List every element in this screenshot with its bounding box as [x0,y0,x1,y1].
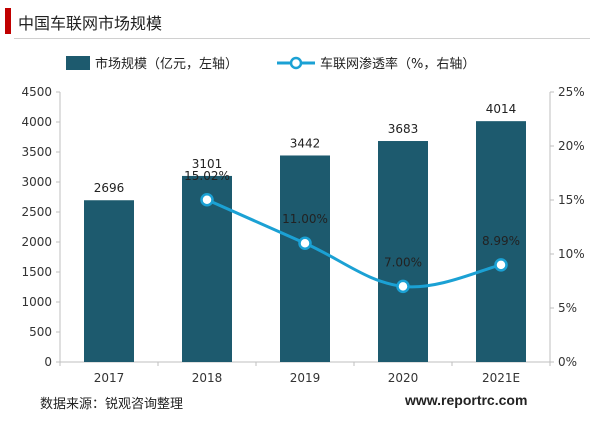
bar-value-label: 4014 [486,102,517,116]
legend-label-line: 车联网渗透率（%，右轴） [320,56,475,72]
x-tick-label: 2021E [482,371,520,385]
bar-2020 [378,141,428,362]
y-left-tick-label: 2500 [21,205,52,219]
y-right-tick-label: 25% [558,85,585,99]
line-value-label: 7.00% [384,255,422,269]
legend-swatch-marker [289,56,303,70]
y-left-tick-label: 2000 [21,235,52,249]
y-right-tick-label: 5% [558,301,577,315]
penetration-rate-line [206,198,502,289]
bar-value-label: 2696 [94,181,125,195]
legend-swatch-bars [66,56,90,70]
line-point-2021E [494,258,508,272]
y-left-tick-label: 4500 [21,85,52,99]
website-url: www.reportrc.com [405,392,528,408]
y-right-tick-label: 0% [558,355,577,369]
x-tick-label: 2020 [388,371,419,385]
bar-value-label: 3101 [192,157,223,171]
line-point-2018 [200,193,214,207]
line-value-label: 15.02% [184,169,230,183]
y-right-tick-label: 15% [558,193,585,207]
bar-2017 [84,200,134,362]
line-point-2019 [298,236,312,250]
y-left-tick-label: 0 [44,355,52,369]
title-bar: 中国车联网市场规模 [0,0,600,40]
y-left-tick-label: 500 [29,325,52,339]
y-right-tick-label: 10% [558,247,585,261]
bar-value-label: 3442 [290,136,321,150]
data-source-note: 数据来源：锐观咨询整理 [40,397,184,412]
x-tick-label: 2018 [192,371,223,385]
y-left-tick-label: 1500 [21,265,52,279]
bar-2021E [476,121,526,362]
chart-title: 中国车联网市场规模 [18,14,163,33]
bar-2019 [280,155,330,362]
x-tick-label: 2019 [290,371,321,385]
y-left-tick-label: 4000 [21,115,52,129]
title-accent-bar [5,8,11,34]
line-point-2020 [396,279,410,294]
y-left-tick-label: 1000 [21,295,52,309]
y-left-tick-label: 3000 [21,175,52,189]
y-right-tick-label: 20% [558,139,585,153]
y-left-tick-label: 3500 [21,145,52,159]
bar-value-label: 3683 [388,122,419,136]
x-tick-label: 2017 [94,371,125,385]
line-value-label: 11.00% [282,212,328,226]
title-divider [14,38,590,39]
line-value-label: 8.99% [482,234,520,248]
legend-label-bars: 市场规模（亿元，左轴） [95,56,238,72]
